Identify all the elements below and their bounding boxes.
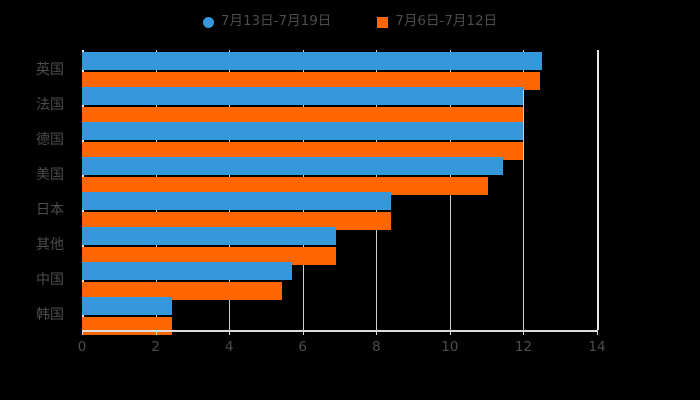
legend-square-marker-icon (377, 16, 389, 28)
bar-group (82, 50, 597, 90)
bar[interactable] (82, 72, 540, 90)
x-axis-tick (229, 330, 231, 335)
bar-group (82, 85, 597, 125)
bar-group (82, 155, 597, 195)
bar-group (82, 295, 597, 335)
bar[interactable] (82, 52, 542, 70)
x-axis-tick-label: 10 (441, 339, 459, 355)
x-axis-tick-label: 14 (588, 339, 606, 355)
bar[interactable] (82, 247, 336, 265)
x-axis-tick-label: 6 (298, 339, 307, 355)
y-axis-label: 中国 (36, 272, 64, 288)
x-axis-tick (449, 330, 451, 335)
legend-label-series-0: 7月13日-7月19日 (220, 13, 332, 30)
x-axis-line (82, 330, 597, 332)
y-axis-label: 美国 (36, 167, 64, 183)
x-axis-tick (82, 330, 83, 335)
bar[interactable] (82, 122, 524, 140)
bar[interactable] (82, 227, 336, 245)
x-axis-tick-label: 4 (224, 339, 234, 355)
y-axis-label: 其他 (36, 237, 64, 253)
bar[interactable] (82, 297, 173, 315)
x-axis-tick (376, 330, 378, 335)
x-axis-tick (597, 330, 598, 335)
x-axis-tick-label: 0 (77, 339, 87, 355)
bar[interactable] (82, 192, 391, 210)
chart-legend: 7月13日-7月19日 7月6日-7月12日 (0, 8, 700, 36)
bar[interactable] (82, 157, 504, 175)
y-axis-label: 法国 (36, 97, 64, 113)
x-axis-tick (523, 330, 525, 335)
y-axis-label: 英国 (36, 62, 64, 78)
y-axis-label: 日本 (36, 202, 64, 218)
bar-group (82, 120, 597, 160)
bar-group (82, 225, 597, 265)
x-axis-tick (155, 330, 157, 335)
x-axis-tick-label: 8 (371, 339, 381, 355)
bars-layer (82, 50, 597, 335)
legend-item-series-1[interactable]: 7月6日-7月12日 (377, 15, 497, 29)
y-axis-label: 韩国 (36, 307, 64, 323)
plot-area (82, 50, 599, 335)
bar[interactable] (82, 87, 524, 105)
bar[interactable] (82, 262, 292, 280)
bar[interactable] (82, 142, 524, 160)
gridline (597, 50, 599, 330)
bar[interactable] (82, 212, 391, 230)
x-axis-tick-label: 2 (151, 339, 160, 355)
bar[interactable] (82, 177, 489, 195)
legend-label-series-1: 7月6日-7月12日 (395, 13, 498, 30)
bar[interactable] (82, 282, 283, 300)
y-axis-labels: 英国法国德国美国日本其他中国韩国 (0, 50, 74, 330)
legend-circle-marker-icon (202, 16, 214, 28)
bar-group (82, 190, 597, 230)
x-axis-tick-label: 12 (514, 339, 533, 355)
y-axis-label: 德国 (36, 132, 64, 148)
x-axis-tick (302, 330, 304, 335)
bar-group (82, 260, 597, 300)
legend-item-series-0[interactable]: 7月13日-7月19日 (202, 13, 332, 30)
bar[interactable] (82, 107, 524, 125)
x-axis: 0 2 4 6 8 10 12 14 (78, 330, 606, 364)
